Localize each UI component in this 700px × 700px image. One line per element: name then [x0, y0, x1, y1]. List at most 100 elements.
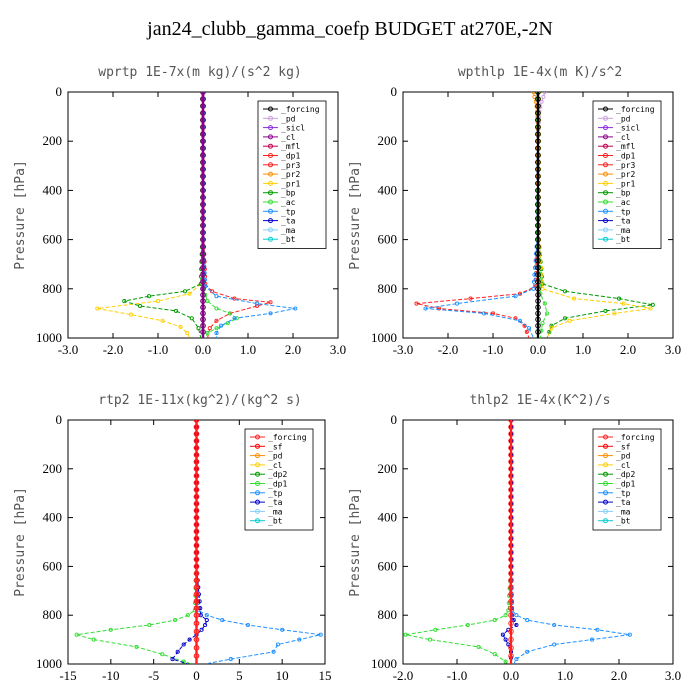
series-line-dp1 — [76, 420, 197, 664]
y-axis-label: Pressure [hPa] — [348, 487, 363, 597]
data-point — [532, 94, 537, 99]
chart-title: thlp2 1E-4x(K^2)/s — [470, 393, 611, 408]
x-tick-label: 2.0 — [620, 342, 636, 357]
data-point — [200, 222, 206, 229]
data-point — [650, 302, 655, 307]
data-point — [508, 636, 514, 643]
data-point — [535, 304, 541, 311]
data-point — [207, 326, 212, 331]
legend-marker — [255, 443, 260, 449]
y-tick-label: 0 — [56, 412, 63, 427]
legend-entry: _mfl — [616, 142, 635, 151]
legend-entry: _tp — [268, 489, 283, 498]
data-point — [508, 644, 514, 651]
x-tick-label: -2.0 — [438, 342, 459, 357]
legend-entry: _ma — [616, 226, 631, 235]
data-point — [508, 528, 514, 535]
legend-entry: _bt — [281, 235, 296, 244]
data-point — [200, 322, 206, 329]
y-axis-label: Pressure [hPa] — [13, 487, 28, 597]
data-point — [621, 301, 626, 306]
x-tick-label: -3.0 — [393, 342, 414, 357]
data-point — [218, 323, 224, 328]
data-point — [517, 291, 523, 296]
data-point — [193, 507, 200, 514]
data-point — [200, 96, 206, 102]
y-tick-label: 800 — [43, 281, 63, 296]
series-line-tp — [425, 92, 538, 338]
legend-marker — [255, 518, 260, 524]
legend-marker — [268, 153, 273, 158]
data-point — [508, 438, 514, 444]
data-point — [541, 94, 546, 99]
y-tick-label: 0 — [391, 412, 398, 427]
data-point — [200, 236, 206, 243]
data-point — [517, 318, 523, 323]
data-point — [182, 289, 188, 294]
data-point — [403, 632, 408, 637]
data-point — [173, 618, 178, 623]
data-point — [535, 243, 541, 250]
x-tick-label: 0.0 — [503, 668, 519, 683]
x-tick-label: 0.0 — [530, 342, 546, 357]
y-tick-label: 200 — [378, 133, 398, 148]
y-tick-label: 400 — [378, 182, 398, 197]
data-point — [535, 222, 541, 229]
legend-marker — [603, 462, 608, 468]
legend-entry: _sf — [616, 442, 631, 451]
legend-marker — [255, 481, 260, 486]
data-point — [200, 329, 206, 335]
data-point — [500, 632, 505, 637]
data-point — [508, 473, 514, 479]
legend-marker — [603, 508, 608, 514]
y-tick-label: 400 — [43, 510, 63, 525]
x-tick-label: 15 — [319, 668, 332, 683]
data-point — [508, 514, 514, 521]
data-point — [539, 99, 544, 104]
y-tick-label: 400 — [43, 182, 63, 197]
data-point — [254, 301, 260, 306]
data-point — [245, 622, 250, 628]
legend-marker — [603, 499, 608, 505]
data-point — [204, 613, 209, 618]
y-tick-label: 600 — [378, 232, 398, 247]
data-point — [200, 257, 206, 264]
data-point — [513, 294, 518, 299]
data-point — [232, 296, 237, 301]
data-point — [535, 124, 541, 130]
data-point — [524, 329, 529, 334]
legend-marker — [603, 162, 608, 168]
data-point — [468, 296, 473, 301]
data-point — [193, 612, 200, 618]
x-tick-label: 3.0 — [665, 342, 681, 357]
data-point — [200, 215, 206, 222]
data-point — [254, 303, 260, 309]
data-point — [193, 535, 200, 542]
data-point — [189, 316, 194, 321]
x-tick-label: 0.0 — [195, 342, 211, 357]
data-point — [200, 304, 206, 311]
data-point — [535, 322, 541, 329]
legend-entry: _ma — [616, 507, 631, 516]
data-point — [508, 584, 514, 591]
data-point — [122, 299, 127, 304]
data-point — [508, 556, 514, 563]
series-line-ta — [171, 420, 208, 664]
data-point — [508, 591, 514, 598]
legend-entry: _ta — [281, 217, 296, 226]
data-point — [200, 292, 206, 298]
data-point — [465, 622, 470, 628]
legend-entry: _mfl — [281, 142, 300, 151]
data-point — [204, 618, 209, 623]
data-point — [508, 563, 514, 570]
legend-marker — [603, 143, 608, 149]
plot-frame — [402, 419, 674, 665]
series-line-tp — [196, 420, 321, 664]
data-point — [511, 618, 516, 623]
data-point — [595, 627, 600, 632]
data-point — [549, 326, 554, 331]
legend-marker — [255, 490, 260, 496]
y-tick-label: 1000 — [371, 656, 397, 671]
legend-marker — [603, 106, 608, 112]
